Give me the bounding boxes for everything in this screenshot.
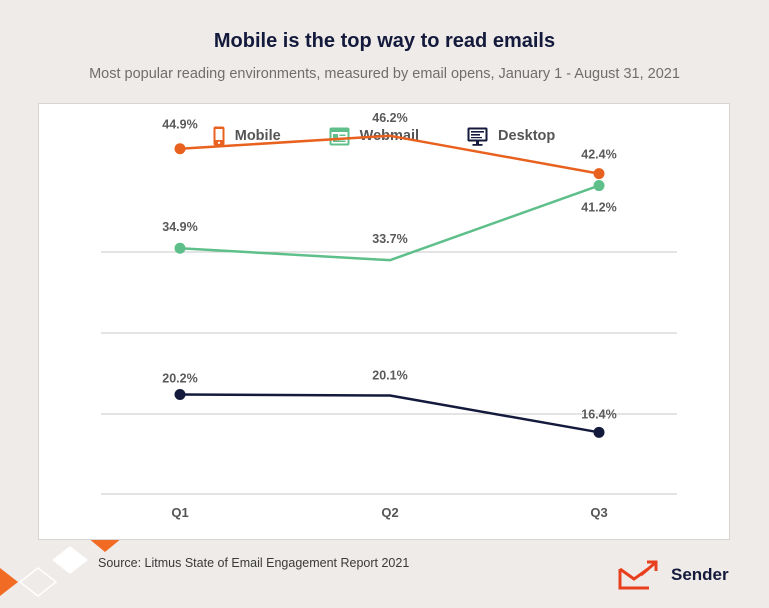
x-tick-label-q2: Q2 — [381, 505, 398, 520]
data-label-desktop-q1: 20.2% — [162, 372, 197, 386]
data-point-webmail-q3 — [593, 180, 605, 192]
x-tick-label-q3: Q3 — [590, 505, 607, 520]
chart-legend: Mobile Webmail Desktop — [39, 126, 729, 146]
data-point-mobile-q1 — [174, 143, 186, 155]
data-point-webmail-q1 — [174, 242, 186, 254]
data-label-webmail-q1: 34.9% — [162, 220, 197, 234]
data-label-mobile-q1: 44.9% — [162, 118, 197, 132]
data-point-mobile-q3 — [593, 168, 605, 180]
data-label-desktop-q3: 16.4% — [581, 407, 616, 421]
series-line-webmail — [179, 184, 600, 262]
mobile-phone-icon — [213, 126, 225, 146]
data-label-webmail-q2: 33.7% — [372, 232, 407, 246]
brand-logo: Sender — [617, 560, 729, 590]
legend-label-desktop: Desktop — [498, 128, 556, 144]
series-line-desktop — [179, 393, 600, 434]
line-chart-plot: Q1 Q2 Q3 44.9% 46.2% 42.4% 34.9% 33.7% 41.2% 20.2… — [101, 111, 677, 520]
brand-name: Sender — [671, 565, 729, 584]
envelope-arrow-logo-icon — [618, 560, 658, 590]
data-label-mobile-q3: 42.4% — [581, 148, 616, 162]
data-point-desktop-q1 — [174, 389, 186, 401]
data-label-desktop-q2: 20.1% — [372, 369, 407, 383]
desktop-monitor-icon — [467, 127, 488, 146]
legend-label-mobile: Mobile — [234, 128, 281, 144]
chart-subtitle: Most popular reading environments, measu… — [89, 66, 680, 82]
chart-panel: Mobile Webmail Desktop — [38, 103, 730, 540]
data-label-webmail-q3: 41.2% — [581, 201, 616, 215]
data-point-desktop-q3 — [593, 426, 605, 438]
x-tick-label-q1: Q1 — [171, 505, 188, 520]
legend-item-desktop: Desktop — [467, 126, 555, 146]
legend-item-mobile: Mobile — [213, 126, 281, 146]
chart-title: Mobile is the top way to read emails — [213, 30, 556, 52]
source-note: Source: Litmus State of Email Engagement… — [98, 556, 410, 570]
series-line-mobile — [179, 134, 600, 175]
data-label-mobile-q2: 46.2% — [372, 111, 407, 125]
